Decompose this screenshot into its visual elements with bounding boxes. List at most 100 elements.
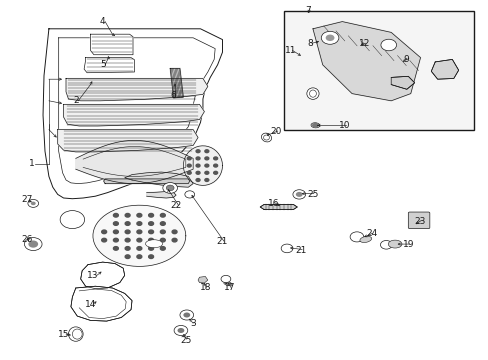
Text: 11: 11: [285, 46, 296, 55]
Circle shape: [187, 164, 191, 167]
Circle shape: [137, 238, 142, 242]
Circle shape: [160, 213, 165, 217]
Circle shape: [148, 230, 153, 234]
Polygon shape: [84, 58, 134, 73]
Circle shape: [102, 230, 106, 234]
Circle shape: [187, 157, 191, 160]
Polygon shape: [183, 146, 222, 185]
Polygon shape: [198, 276, 207, 283]
Circle shape: [196, 157, 200, 160]
Circle shape: [60, 211, 84, 229]
Polygon shape: [63, 104, 204, 126]
Circle shape: [113, 238, 118, 242]
Polygon shape: [66, 78, 207, 101]
Ellipse shape: [359, 236, 371, 243]
Circle shape: [292, 190, 305, 199]
Circle shape: [148, 222, 153, 225]
Text: 13: 13: [87, 271, 99, 280]
Circle shape: [163, 183, 177, 193]
Text: 20: 20: [270, 127, 282, 136]
Text: 4: 4: [100, 17, 105, 26]
Circle shape: [196, 164, 200, 167]
Circle shape: [125, 247, 130, 250]
Polygon shape: [390, 76, 414, 89]
Circle shape: [177, 328, 184, 333]
Polygon shape: [81, 262, 124, 289]
Circle shape: [321, 31, 338, 44]
Text: 21: 21: [216, 237, 228, 246]
Circle shape: [148, 255, 153, 258]
Circle shape: [137, 213, 142, 217]
Text: 5: 5: [100, 60, 105, 69]
Circle shape: [295, 192, 302, 197]
Circle shape: [160, 230, 165, 234]
Circle shape: [102, 238, 106, 242]
Ellipse shape: [309, 90, 316, 97]
Ellipse shape: [306, 88, 319, 99]
Circle shape: [137, 247, 142, 250]
Ellipse shape: [263, 135, 269, 140]
Circle shape: [187, 171, 191, 174]
Polygon shape: [103, 179, 189, 184]
Circle shape: [380, 39, 396, 51]
Text: 3: 3: [190, 320, 196, 328]
Circle shape: [196, 171, 200, 174]
Circle shape: [380, 240, 391, 249]
Circle shape: [325, 35, 334, 41]
Ellipse shape: [72, 329, 82, 339]
Circle shape: [281, 244, 292, 253]
FancyBboxPatch shape: [407, 212, 429, 229]
Text: 26: 26: [21, 235, 33, 244]
Ellipse shape: [310, 123, 319, 128]
Text: 9: 9: [402, 55, 408, 64]
Circle shape: [221, 275, 230, 283]
Circle shape: [24, 238, 42, 251]
Circle shape: [213, 157, 217, 160]
Text: 17: 17: [224, 284, 235, 292]
Circle shape: [113, 222, 118, 225]
Circle shape: [113, 230, 118, 234]
Circle shape: [204, 164, 208, 167]
Text: 8: 8: [307, 39, 313, 48]
Text: 19: 19: [402, 240, 413, 249]
Circle shape: [172, 230, 177, 234]
Circle shape: [137, 255, 142, 258]
Text: 12: 12: [358, 39, 369, 48]
Circle shape: [160, 222, 165, 225]
Ellipse shape: [387, 240, 401, 248]
Polygon shape: [76, 140, 193, 184]
Circle shape: [174, 325, 187, 336]
Circle shape: [349, 232, 363, 242]
Ellipse shape: [261, 133, 271, 142]
Circle shape: [204, 157, 208, 160]
Circle shape: [125, 238, 130, 242]
Text: 7: 7: [305, 6, 310, 15]
Circle shape: [172, 238, 177, 242]
Circle shape: [137, 230, 142, 234]
Circle shape: [148, 247, 153, 250]
Circle shape: [204, 179, 208, 181]
Circle shape: [125, 213, 130, 217]
Text: 10: 10: [338, 122, 350, 130]
Text: 2: 2: [73, 96, 79, 105]
Circle shape: [160, 247, 165, 250]
Circle shape: [311, 123, 318, 128]
Circle shape: [184, 191, 194, 198]
Bar: [283, 11, 473, 130]
Text: 6: 6: [170, 91, 176, 100]
Polygon shape: [71, 286, 132, 321]
Ellipse shape: [68, 327, 83, 341]
Polygon shape: [124, 172, 193, 187]
Text: 18: 18: [199, 284, 211, 292]
Polygon shape: [224, 283, 232, 286]
Circle shape: [113, 213, 118, 217]
Circle shape: [166, 185, 174, 191]
Polygon shape: [93, 205, 185, 266]
Circle shape: [180, 310, 193, 320]
Text: 15: 15: [58, 330, 69, 339]
Circle shape: [125, 255, 130, 258]
Circle shape: [28, 240, 38, 248]
Circle shape: [28, 199, 39, 207]
Circle shape: [113, 247, 118, 250]
Circle shape: [196, 179, 200, 181]
